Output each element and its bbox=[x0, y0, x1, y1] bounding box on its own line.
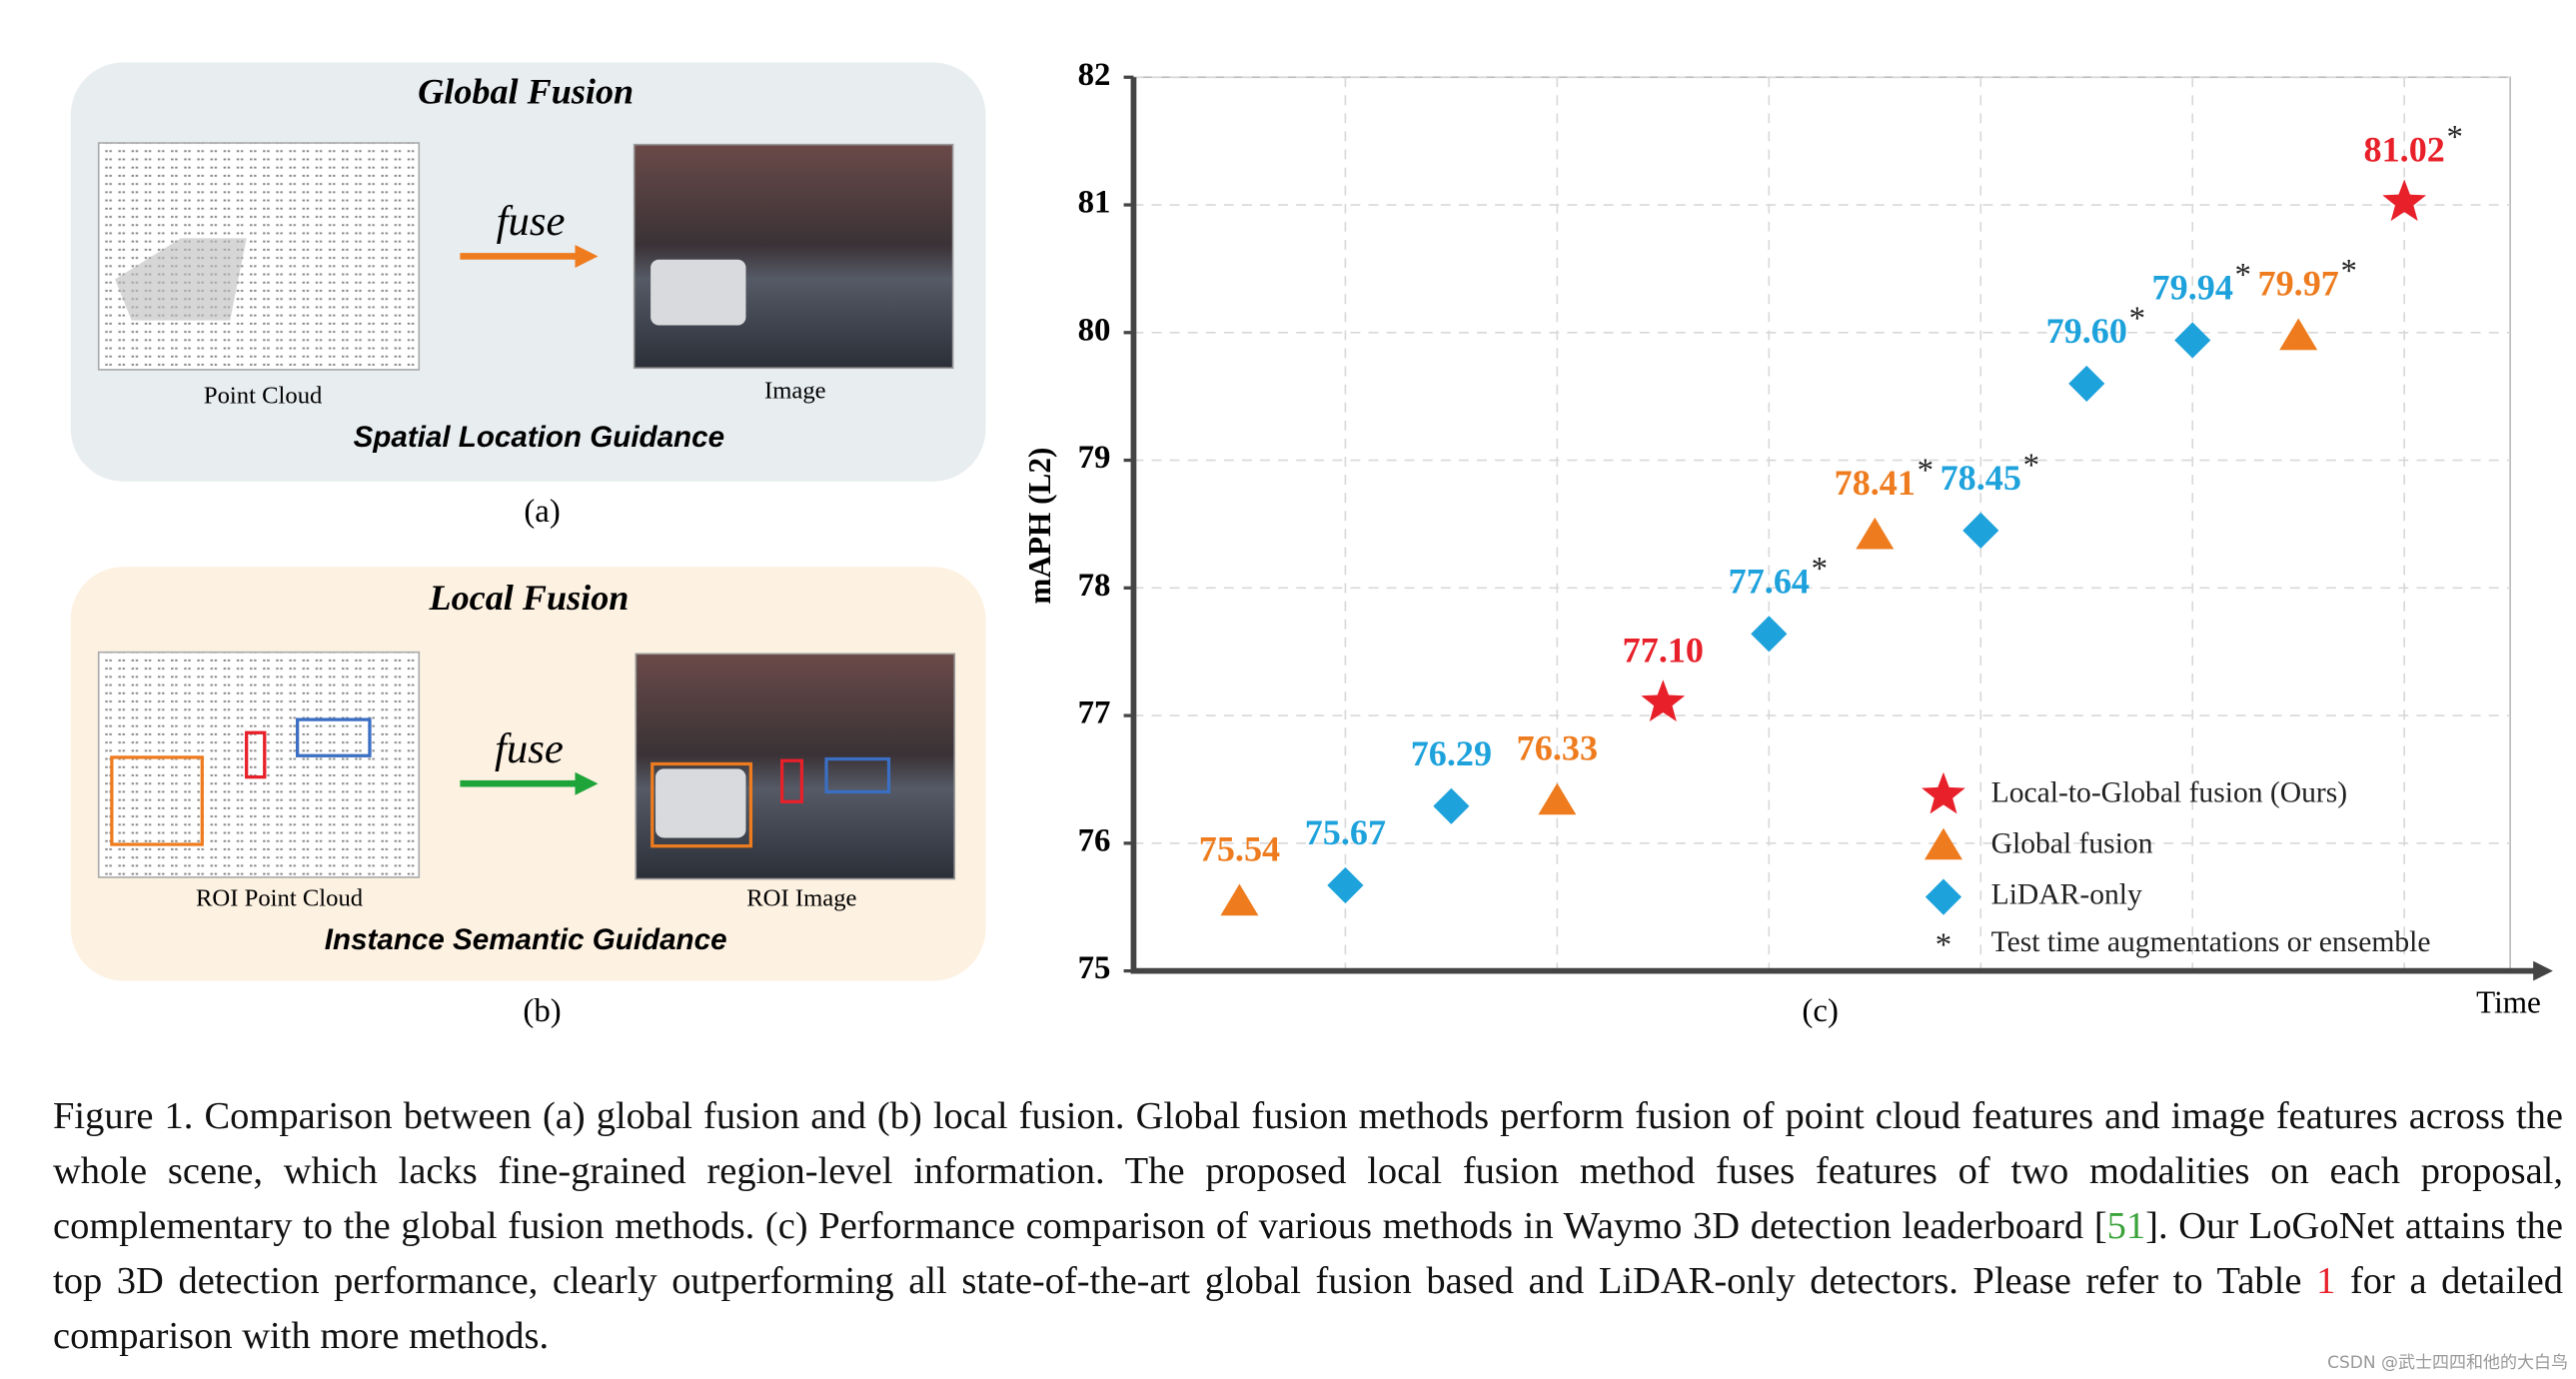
y-tick-label: 77 bbox=[1078, 695, 1111, 731]
guidance-label: Spatial Location Guidance bbox=[354, 421, 724, 454]
point bbox=[1641, 680, 1686, 721]
point bbox=[2279, 318, 2318, 351]
data-label: 78.45 bbox=[1940, 458, 2021, 498]
citation[interactable]: 51 bbox=[2106, 1205, 2146, 1247]
data-label: 76.33 bbox=[1517, 728, 1598, 768]
x-axis-label: Time bbox=[2476, 984, 2541, 1019]
data-label: 76.29 bbox=[1411, 733, 1492, 773]
y-axis-label: mAPH (L2) bbox=[1022, 448, 1057, 605]
roi-box bbox=[296, 717, 372, 757]
tta-marker: * bbox=[2129, 301, 2145, 337]
data-label: 79.97 bbox=[2258, 264, 2339, 304]
data-label: 81.02 bbox=[2364, 129, 2445, 169]
data-label: 79.94 bbox=[2152, 267, 2233, 307]
data-label: 79.60 bbox=[2046, 311, 2127, 351]
camera-image bbox=[633, 143, 954, 370]
image-label: ROI Point Cloud bbox=[196, 885, 364, 912]
tta-marker: * bbox=[2447, 120, 2463, 156]
legend-marker bbox=[1924, 827, 1962, 860]
axis-arrow bbox=[2533, 960, 2553, 981]
legend-marker: * bbox=[1935, 927, 1951, 963]
tta-marker: * bbox=[2235, 258, 2251, 294]
tta-marker: * bbox=[1918, 453, 1933, 489]
arrow-head bbox=[575, 771, 599, 795]
point bbox=[1327, 866, 1364, 904]
point bbox=[2068, 365, 2105, 402]
data-label: 77.64 bbox=[1729, 561, 1810, 601]
caption-text: for a detailed comparison with more meth… bbox=[53, 1260, 2563, 1357]
legend-label: LiDAR-only bbox=[1991, 878, 2142, 910]
point bbox=[1962, 512, 1999, 549]
arrow-head bbox=[575, 244, 599, 268]
roi-box bbox=[650, 761, 753, 848]
point-cloud-car bbox=[115, 238, 247, 321]
tta-marker: * bbox=[1812, 551, 1828, 587]
legend-marker bbox=[1925, 878, 1962, 915]
point bbox=[1751, 616, 1788, 653]
tta-marker: * bbox=[2341, 254, 2357, 290]
roi-box bbox=[824, 756, 891, 794]
roi-box bbox=[779, 758, 804, 803]
tta-marker: * bbox=[2023, 448, 2039, 484]
point bbox=[1856, 517, 1895, 550]
y-tick-label: 76 bbox=[1078, 822, 1111, 858]
point-cloud-image bbox=[97, 651, 421, 878]
point bbox=[1220, 883, 1259, 916]
panel-caption: (c) bbox=[1802, 993, 1839, 1029]
point bbox=[1538, 782, 1577, 815]
panel-caption: (a) bbox=[524, 494, 561, 530]
camera-image bbox=[635, 653, 956, 880]
caption-text: ]. Our LoGoNet attains the top 3D detect… bbox=[53, 1205, 2563, 1302]
legend-label: Test time augmentations or ensemble bbox=[1991, 926, 2431, 958]
y-tick-label: 79 bbox=[1078, 440, 1111, 476]
camera-car bbox=[655, 768, 746, 838]
axis bbox=[1130, 77, 2539, 974]
data-label: 75.67 bbox=[1305, 812, 1386, 852]
panel-title: Local Fusion bbox=[429, 578, 630, 618]
arrow-label: fuse bbox=[495, 725, 564, 772]
y-tick-label: 80 bbox=[1078, 312, 1111, 348]
data-label: 75.54 bbox=[1199, 829, 1280, 869]
watermark: CSDN @武士四四和他的大白鸟 bbox=[2327, 1353, 2568, 1373]
camera-car bbox=[650, 259, 746, 326]
panel-caption: (b) bbox=[523, 993, 561, 1029]
point-cloud-image bbox=[97, 142, 421, 371]
panel-title: Global Fusion bbox=[418, 72, 634, 112]
legend-label: Local-to-Global fusion (Ours) bbox=[1991, 777, 2347, 809]
legend-label: Global fusion bbox=[1991, 827, 2153, 859]
image-label: Point Cloud bbox=[204, 383, 323, 410]
data-label: 78.41 bbox=[1835, 463, 1916, 503]
image-label: Image bbox=[764, 378, 826, 405]
arrow-label: fuse bbox=[497, 198, 566, 245]
y-tick-label: 81 bbox=[1078, 185, 1111, 221]
legend-marker bbox=[1922, 771, 1965, 814]
figure-caption: Figure 1. Comparison between (a) global … bbox=[53, 1089, 2563, 1364]
point bbox=[2174, 322, 2211, 359]
data-label: 77.10 bbox=[1623, 630, 1704, 670]
y-tick-label: 75 bbox=[1078, 950, 1111, 986]
point bbox=[1433, 787, 1470, 824]
caption-text: Figure 1. Comparison between (a) global … bbox=[53, 1095, 2563, 1247]
roi-box bbox=[245, 730, 267, 779]
image-label: ROI Image bbox=[746, 885, 856, 912]
point bbox=[2382, 179, 2427, 222]
y-tick-label: 78 bbox=[1078, 568, 1111, 604]
roi-box bbox=[110, 755, 204, 846]
guidance-label: Instance Semantic Guidance bbox=[325, 923, 727, 956]
table-ref[interactable]: 1 bbox=[2316, 1260, 2336, 1302]
y-tick-label: 82 bbox=[1078, 57, 1111, 93]
